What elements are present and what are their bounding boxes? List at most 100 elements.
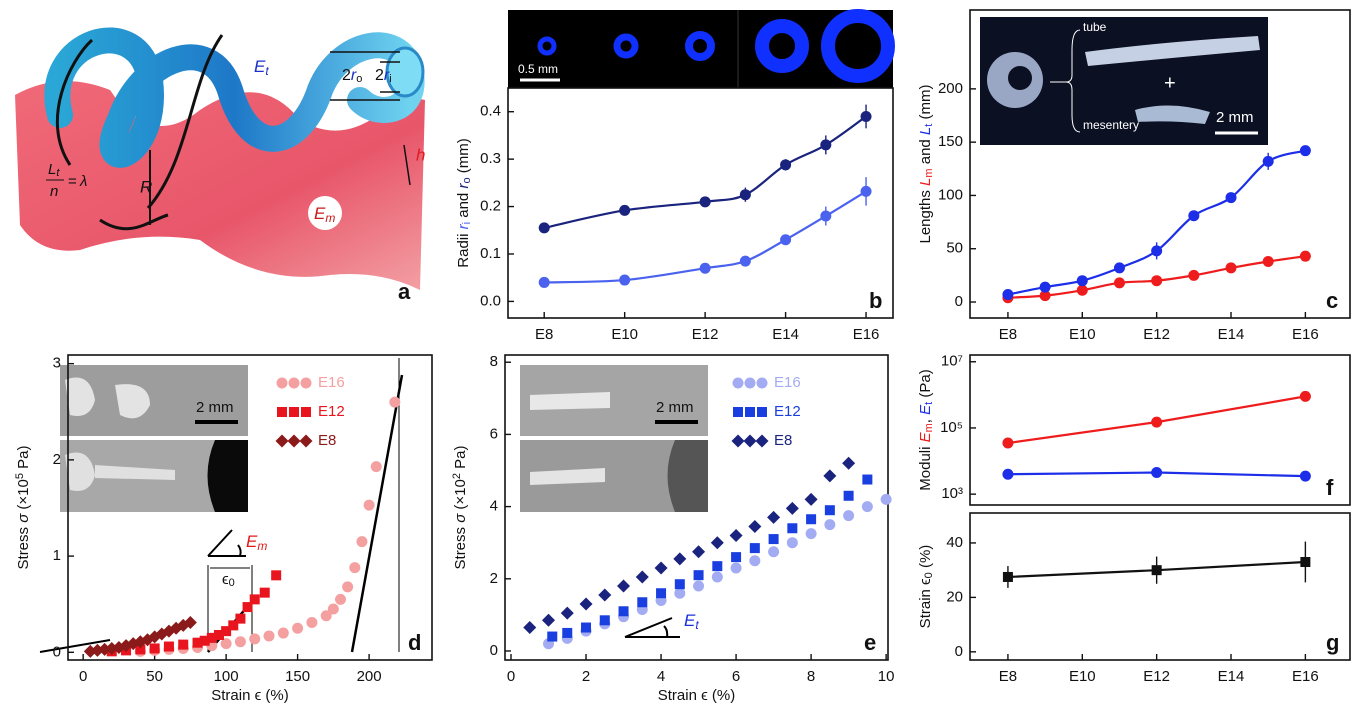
point — [767, 511, 780, 524]
y-tick-label: 10⁷ — [941, 353, 963, 370]
factor: 2 — [375, 67, 384, 84]
point — [278, 628, 289, 639]
symbol: E — [684, 611, 696, 630]
x-tick-label: E12 — [1143, 668, 1170, 685]
plot-frame — [970, 513, 1350, 660]
point — [371, 461, 382, 472]
x-tick-label: E10 — [1069, 326, 1096, 343]
point — [150, 643, 160, 653]
x-tick-label: 2 — [582, 668, 590, 685]
x-tick-label: E8 — [999, 668, 1017, 685]
point — [731, 552, 741, 562]
point — [861, 186, 872, 197]
panel-label: a — [398, 279, 411, 304]
illustration: Et 2ro 2ri Lt n = λ R Em h a — [15, 35, 425, 304]
x-tick-label: E14 — [1218, 668, 1245, 685]
inner-diameter: 2ri — [375, 67, 392, 85]
subscript: o — [356, 73, 362, 85]
y-tick-label: 100 — [938, 186, 963, 203]
point — [820, 211, 831, 222]
point — [842, 457, 855, 470]
label-piece: Pa) — [15, 446, 32, 474]
slope-label: Em — [246, 532, 267, 552]
inset-text: tube — [1083, 20, 1107, 34]
point — [1188, 270, 1199, 281]
angle-glyph — [208, 530, 246, 556]
y-axis-label: Stress σ (×105 Pa) — [14, 446, 32, 570]
point — [712, 561, 722, 571]
label-piece: and — [917, 135, 934, 168]
point — [547, 632, 557, 642]
point — [271, 570, 281, 580]
label-piece: L — [917, 127, 934, 135]
x-tick-label: E14 — [772, 326, 799, 343]
point — [1300, 471, 1311, 482]
point — [1152, 565, 1162, 575]
label-piece: (mm) — [455, 138, 472, 177]
label-piece: m — [923, 423, 935, 432]
y-axis-label: Lengths Lm and Lt (mm) — [917, 85, 935, 244]
legend-marker — [289, 378, 300, 389]
point — [805, 493, 818, 506]
point — [342, 581, 353, 592]
subscript: i — [389, 73, 391, 85]
label-piece: Radii — [455, 229, 472, 267]
legend-marker — [301, 378, 312, 389]
x-tick-label: E16 — [1292, 668, 1319, 685]
point — [260, 588, 270, 598]
panel-label: f — [1326, 475, 1334, 500]
point — [823, 469, 836, 482]
point — [862, 475, 872, 485]
plate — [208, 440, 249, 512]
symbol: L — [48, 161, 56, 178]
y-axis-label: Stress σ (×102 Pa) — [451, 446, 469, 570]
x-tick-label: E12 — [1143, 326, 1170, 343]
point — [711, 536, 724, 549]
legend-marker — [756, 435, 769, 448]
point — [806, 514, 816, 524]
y-tick-label: 0 — [955, 643, 963, 660]
point — [780, 234, 791, 245]
point — [1077, 275, 1088, 286]
point — [694, 570, 704, 580]
point — [700, 263, 711, 274]
legend-label: E16 — [318, 374, 345, 391]
fit-line — [352, 375, 402, 652]
point — [693, 581, 704, 592]
point — [748, 520, 761, 533]
point — [881, 494, 892, 505]
y-tick-label: 10⁵ — [940, 419, 963, 436]
y-tick-label: 1 — [53, 547, 61, 564]
lambda: λ — [79, 173, 87, 190]
point — [1263, 156, 1274, 167]
point — [674, 588, 685, 599]
point — [740, 256, 751, 267]
panel-label: g — [1326, 630, 1339, 655]
label-piece: Stress — [452, 523, 469, 570]
point — [806, 528, 817, 539]
point — [1300, 145, 1311, 156]
x-tick-label: E16 — [853, 326, 880, 343]
point — [235, 614, 245, 624]
point — [264, 630, 275, 641]
point — [749, 555, 760, 566]
y-tick-label: 6 — [490, 425, 498, 442]
y-tick-label: 0 — [955, 293, 963, 310]
legend-marker — [732, 435, 745, 448]
legend-marker — [733, 378, 744, 389]
label-piece: L — [917, 178, 934, 186]
plate — [668, 440, 709, 512]
subscript: 0 — [229, 577, 235, 589]
point — [1151, 275, 1162, 286]
point — [561, 607, 574, 620]
x-tick-label: 10 — [878, 668, 895, 685]
x-tick-label: 50 — [146, 668, 163, 685]
label-piece: (×10 — [452, 479, 469, 514]
series-line — [544, 116, 866, 227]
point — [562, 628, 572, 638]
specimen — [530, 392, 610, 410]
point — [178, 640, 188, 650]
label-piece: Moduli — [917, 442, 934, 490]
point — [768, 546, 779, 557]
point — [656, 588, 666, 598]
